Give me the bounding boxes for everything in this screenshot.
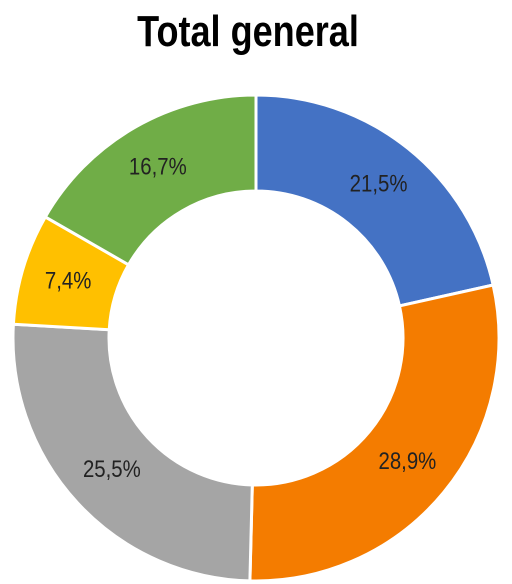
data-label: 21,5%: [350, 170, 408, 197]
data-label: 7,4%: [45, 267, 91, 294]
chart-title: Total general: [137, 7, 359, 56]
data-label: 16,7%: [129, 153, 187, 180]
data-label: 25,5%: [83, 456, 141, 483]
donut-slice: [248, 283, 501, 583]
data-label: 28,9%: [378, 447, 436, 474]
donut-slice: [43, 93, 258, 267]
donut-slice: [254, 93, 495, 308]
donut-slice: [11, 322, 254, 583]
